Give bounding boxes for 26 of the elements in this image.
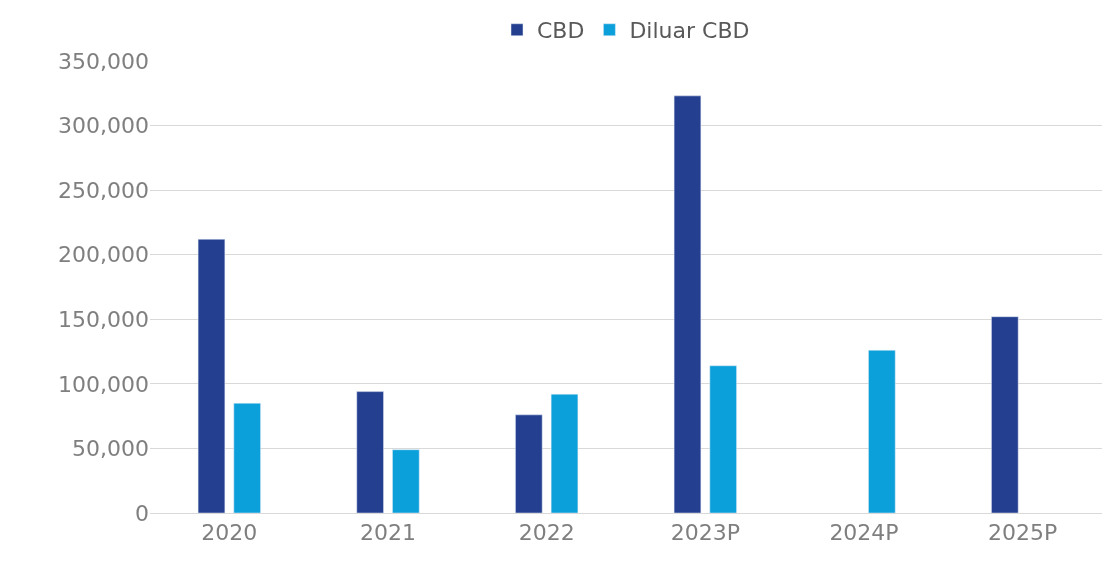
bar xyxy=(515,414,543,513)
x-tick-label: 2025P xyxy=(988,520,1058,546)
bar xyxy=(356,391,384,513)
y-tick-label: 0 xyxy=(135,500,149,526)
bar xyxy=(991,316,1019,513)
x-tick-label: 2024P xyxy=(829,520,899,546)
x-tick-label: 2021 xyxy=(360,520,416,546)
y-tick-label: 50,000 xyxy=(72,436,149,462)
bar xyxy=(233,402,261,513)
y-tick-label: 350,000 xyxy=(58,48,149,74)
bar xyxy=(868,350,896,513)
y-tick-label: 100,000 xyxy=(58,371,149,397)
legend-label: Diluar CBD xyxy=(629,18,750,44)
bar xyxy=(197,238,226,513)
bar xyxy=(392,449,420,513)
bar xyxy=(673,95,702,513)
y-tick-label: 200,000 xyxy=(58,242,149,268)
x-tick-label: 2023P xyxy=(670,520,740,546)
y-tick-label: 300,000 xyxy=(58,113,149,139)
bar xyxy=(550,393,579,513)
bar xyxy=(709,365,737,513)
x-tick-label: 2020 xyxy=(201,520,258,546)
legend-label: CBD xyxy=(537,18,585,44)
x-tick-label: 2022 xyxy=(518,520,575,546)
y-tick-label: 150,000 xyxy=(58,306,149,332)
y-tick-label: 250,000 xyxy=(58,177,149,203)
